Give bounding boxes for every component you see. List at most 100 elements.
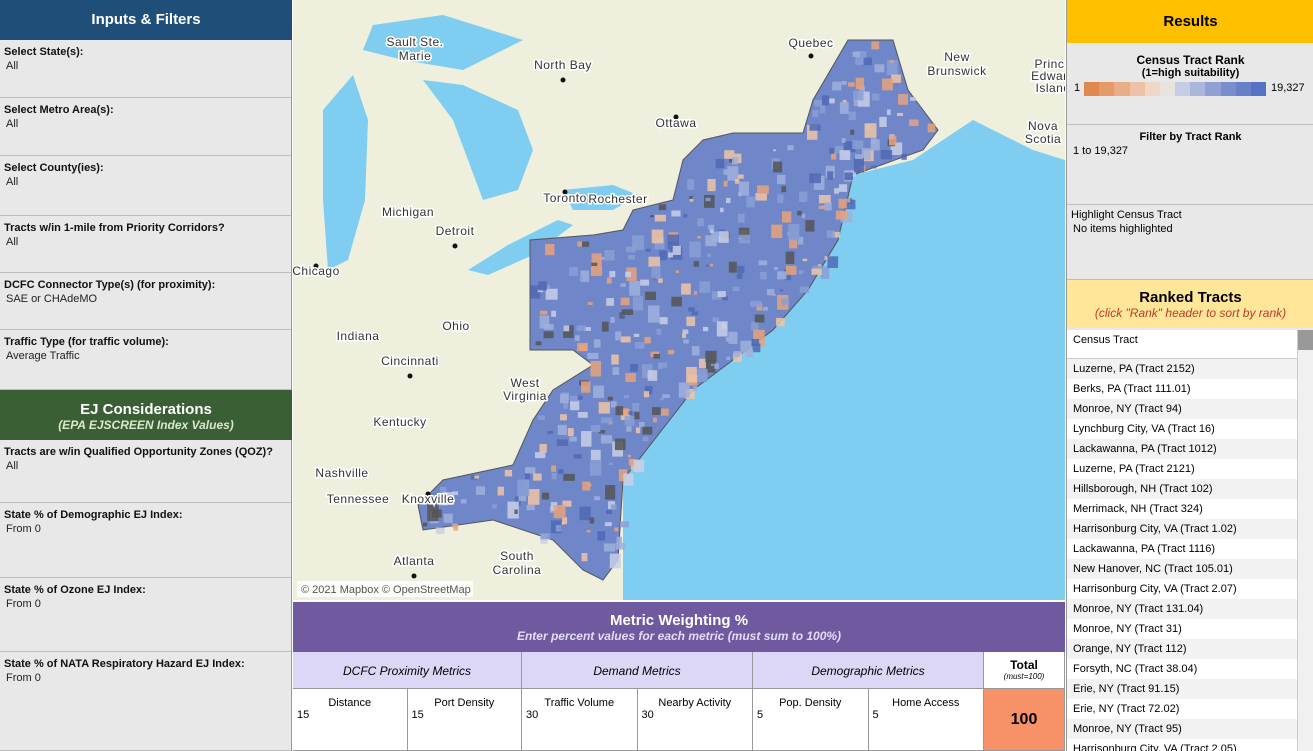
tract-row[interactable]: Erie, NY (Tract 72.02)	[1067, 699, 1297, 719]
tract-row[interactable]: Hillsborough, NH (Tract 102)	[1067, 479, 1297, 499]
tract	[828, 98, 835, 104]
tract	[738, 234, 750, 244]
filter[interactable]: State % of Demographic EJ Index: From 0	[0, 503, 291, 578]
tract-row[interactable]: Harrisonburg City, VA (Tract 1.02)	[1067, 519, 1297, 539]
filter[interactable]: Tracts w/in 1-mile from Priority Corrido…	[0, 216, 291, 273]
tract	[567, 428, 574, 437]
tract-row[interactable]: Erie, NY (Tract 91.15)	[1067, 679, 1297, 699]
rank-filter[interactable]: Filter by Tract Rank 1 to 19,327	[1067, 125, 1313, 205]
filter[interactable]: Select County(ies): All	[0, 156, 291, 216]
tract	[562, 500, 572, 507]
metric[interactable]: Traffic Volume 30	[522, 689, 638, 751]
tract	[525, 483, 530, 488]
column-header[interactable]: Census Tract	[1067, 330, 1297, 359]
tract	[491, 504, 497, 509]
metric-name: Home Access	[892, 697, 960, 709]
tract	[839, 101, 849, 114]
tract	[603, 543, 616, 552]
tract	[579, 506, 591, 521]
tract	[766, 288, 775, 296]
tract	[724, 150, 735, 159]
scroll-thumb[interactable]	[1298, 330, 1313, 350]
tract	[819, 105, 826, 114]
tract-row[interactable]: Orange, NY (Tract 112)	[1067, 639, 1297, 659]
tract	[809, 173, 821, 184]
tract-row[interactable]: Harrisonburg City, VA (Tract 2.07)	[1067, 579, 1297, 599]
tract-row[interactable]: Monroe, NY (Tract 94)	[1067, 399, 1297, 419]
tract-row[interactable]: Luzerne, PA (Tract 2121)	[1067, 459, 1297, 479]
tract	[586, 530, 591, 533]
tract	[620, 521, 630, 528]
metric[interactable]: Nearby Activity 30	[637, 689, 753, 751]
tract	[809, 124, 821, 131]
tract	[610, 504, 617, 510]
tract-row[interactable]: Lackawanna, PA (Tract 1012)	[1067, 439, 1297, 459]
tract	[728, 261, 737, 273]
metric[interactable]: Pop. Density 5	[753, 689, 869, 751]
tract	[707, 253, 711, 257]
tract	[697, 368, 708, 382]
tract	[594, 496, 601, 501]
metric[interactable]: Home Access 5	[868, 689, 984, 751]
tract-row[interactable]: Merrimack, NH (Tract 324)	[1067, 499, 1297, 519]
tract	[707, 178, 716, 192]
filter[interactable]: DCFC Connector Type(s) (for proximity): S…	[0, 273, 291, 330]
tract	[754, 314, 765, 323]
lake-huron	[423, 80, 533, 200]
ramp-step	[1205, 82, 1221, 96]
ramp-step	[1084, 82, 1100, 96]
tract-row[interactable]: Luzerne, PA (Tract 2152)	[1067, 359, 1297, 379]
filter[interactable]: Traffic Type (for traffic volume): Averag…	[0, 330, 291, 390]
map-label: Toronto	[543, 191, 587, 205]
left-panel: Inputs & Filters Select State(s): All Sele…	[0, 0, 292, 751]
tract	[470, 475, 478, 480]
metric[interactable]: Distance 15	[293, 689, 408, 751]
tract	[570, 395, 580, 405]
map[interactable]: Sault Ste.Marie North Bay Quebec NewBrunswi…	[293, 0, 1065, 601]
filter-value: All	[6, 236, 19, 248]
metric-value: 5	[757, 709, 764, 721]
highlight[interactable]: Highlight Census Tract No items highligh…	[1067, 205, 1313, 280]
tract-row[interactable]: Monroe, NY (Tract 131.04)	[1067, 599, 1297, 619]
tract	[634, 342, 645, 349]
tract-row[interactable]: Monroe, NY (Tract 31)	[1067, 619, 1297, 639]
total-header: Total (must=100)	[984, 652, 1065, 689]
tract	[474, 475, 479, 479]
filter[interactable]: Select Metro Area(s): All	[0, 98, 291, 156]
tract-row[interactable]: Harrisonburg City, VA (Tract 2.05)	[1067, 739, 1297, 751]
tract-row[interactable]: Forsyth, NC (Tract 38.04)	[1067, 659, 1297, 679]
tract	[750, 300, 762, 307]
filter[interactable]: State % of NATA Respiratory Hazard EJ In…	[0, 652, 291, 751]
tract	[551, 310, 557, 317]
tract	[697, 218, 704, 227]
filter[interactable]: Tracts are w/in Qualified Opportunity Zo…	[0, 440, 291, 503]
filter[interactable]: Select State(s): All	[0, 40, 291, 98]
tract	[545, 243, 555, 256]
census-tracts[interactable]	[417, 39, 939, 581]
tract	[514, 496, 521, 506]
tract-row[interactable]: Lackawanna, PA (Tract 1116)	[1067, 539, 1297, 559]
tract-row[interactable]: Berks, PA (Tract 111.01)	[1067, 379, 1297, 399]
filter-label: Traffic Type (for traffic volume):	[4, 336, 169, 348]
filter[interactable]: State % of Ozone EJ Index: From 0	[0, 578, 291, 652]
metric-value: 15	[297, 709, 310, 721]
scrollbar[interactable]	[1297, 330, 1313, 751]
ranked-header: Ranked Tracts (click "Rank" header to so…	[1067, 280, 1313, 328]
tract	[557, 424, 567, 436]
metric-name: Pop. Density	[779, 697, 842, 709]
tract-row[interactable]: Monroe, NY (Tract 95)	[1067, 719, 1297, 739]
map-label: Knoxville	[402, 492, 455, 506]
ramp-step	[1250, 82, 1267, 96]
map-label: Nova	[1028, 119, 1058, 133]
city-dot	[562, 189, 568, 195]
tract	[651, 266, 661, 279]
tract-row[interactable]: New Hanover, NC (Tract 105.01)	[1067, 559, 1297, 579]
tract	[593, 385, 604, 398]
metric[interactable]: Port Density 15	[407, 689, 522, 751]
tract	[824, 202, 832, 211]
tract	[620, 283, 626, 287]
tract-row[interactable]: Lynchburg City, VA (Tract 16)	[1067, 419, 1297, 439]
tract	[533, 473, 542, 481]
tract	[611, 354, 619, 365]
tract	[688, 307, 695, 312]
